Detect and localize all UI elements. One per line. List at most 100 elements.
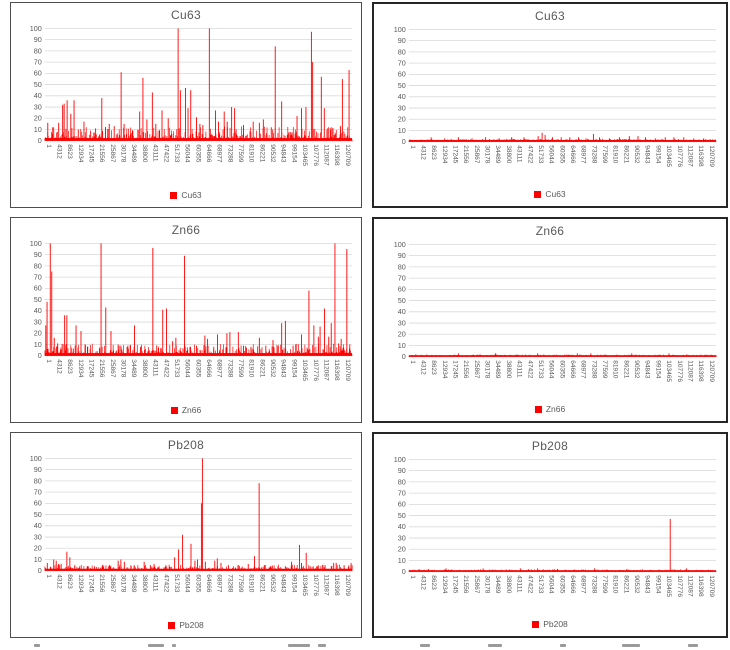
chart-plot-area: 0 10 20 30 40 50 60 70 80 90 100 1 4312 8623 12934 1724…	[378, 454, 722, 606]
svg-text:70: 70	[398, 274, 406, 283]
svg-text:86221: 86221	[258, 574, 265, 593]
svg-text:100: 100	[30, 454, 42, 463]
chart-plot-area: 0 10 20 30 40 50 60 70 80 90 100 1 4312 8623 12934 1724…	[378, 239, 722, 391]
svg-text:80: 80	[34, 261, 42, 270]
svg-text:1: 1	[45, 144, 52, 148]
svg-text:56044: 56044	[184, 144, 191, 163]
charts-row-1: Cu63 0 10 20 30 40 50 60 70 80 90 100 1 4312 8623 1293…	[10, 2, 728, 208]
svg-text:10: 10	[34, 555, 42, 564]
svg-text:64666: 64666	[569, 360, 576, 379]
chart-panel-cu63-left: Cu63 0 10 20 30 40 50 60 70 80 90 100 1 4312 8623 1293…	[10, 2, 362, 208]
svg-text:12934: 12934	[77, 574, 84, 593]
svg-text:20: 20	[34, 114, 42, 123]
svg-text:94843: 94843	[644, 145, 651, 164]
svg-text:50: 50	[398, 296, 406, 305]
svg-text:34489: 34489	[130, 574, 137, 593]
svg-text:30: 30	[398, 103, 406, 112]
svg-text:43111: 43111	[152, 359, 159, 377]
svg-text:1: 1	[409, 145, 416, 149]
svg-text:60: 60	[398, 70, 406, 79]
svg-text:51733: 51733	[173, 359, 180, 378]
svg-text:25867: 25867	[473, 145, 480, 164]
svg-text:40: 40	[34, 521, 42, 530]
svg-text:99154: 99154	[654, 360, 661, 379]
svg-text:21556: 21556	[98, 144, 105, 163]
svg-text:80: 80	[398, 477, 406, 486]
svg-text:43111: 43111	[516, 360, 523, 378]
svg-text:100: 100	[394, 25, 406, 34]
charts-row-3: Pb208 0 10 20 30 40 50 60 70 80 90 100 1 4312 8623 129…	[10, 432, 728, 638]
svg-text:34489: 34489	[130, 144, 137, 163]
svg-text:116398: 116398	[333, 144, 340, 166]
svg-text:90: 90	[398, 36, 406, 45]
svg-text:81910: 81910	[248, 574, 255, 593]
svg-text:120709: 120709	[708, 145, 715, 167]
svg-text:20: 20	[34, 544, 42, 553]
svg-text:112087: 112087	[322, 144, 329, 166]
svg-text:0: 0	[38, 351, 42, 360]
chart-legend: Pb208	[532, 619, 568, 629]
svg-text:81910: 81910	[248, 144, 255, 163]
svg-text:51733: 51733	[537, 575, 544, 594]
svg-text:0: 0	[402, 352, 406, 361]
svg-text:100: 100	[394, 240, 406, 249]
svg-text:86221: 86221	[258, 359, 265, 378]
svg-text:8623: 8623	[66, 574, 73, 589]
svg-text:8623: 8623	[66, 359, 73, 374]
legend-label: Cu63	[545, 189, 566, 199]
svg-text:94843: 94843	[280, 574, 287, 593]
svg-text:64666: 64666	[569, 145, 576, 164]
svg-text:30178: 30178	[120, 574, 127, 593]
svg-text:4312: 4312	[419, 360, 426, 375]
svg-text:56044: 56044	[548, 575, 555, 594]
svg-text:4312: 4312	[55, 359, 62, 374]
svg-text:64666: 64666	[205, 574, 212, 593]
svg-text:107776: 107776	[312, 574, 319, 596]
svg-text:60355: 60355	[558, 575, 565, 594]
svg-text:47422: 47422	[526, 575, 533, 594]
svg-text:80: 80	[34, 476, 42, 485]
svg-text:50: 50	[34, 295, 42, 304]
svg-text:38800: 38800	[141, 574, 148, 593]
svg-text:4312: 4312	[55, 144, 62, 159]
svg-text:80: 80	[398, 262, 406, 271]
svg-text:70: 70	[34, 273, 42, 282]
svg-text:20: 20	[34, 329, 42, 338]
svg-text:30: 30	[34, 317, 42, 326]
svg-text:99154: 99154	[290, 144, 297, 163]
legend-label: Zn66	[545, 404, 566, 414]
svg-text:21556: 21556	[462, 145, 469, 164]
legend-marker-icon	[170, 406, 178, 414]
chart-panel-pb208-right: Pb208 0 10 20 30 40 50 60 70 80 90 100 1 4312 8623 129…	[372, 432, 728, 638]
svg-text:90532: 90532	[269, 574, 276, 593]
legend-label: Pb208	[179, 620, 204, 630]
svg-text:17245: 17245	[88, 144, 95, 163]
svg-text:38800: 38800	[141, 359, 148, 378]
chart-title: Pb208	[167, 438, 205, 452]
svg-text:17245: 17245	[88, 574, 95, 593]
svg-text:60: 60	[398, 285, 406, 294]
legend-marker-icon	[168, 621, 176, 629]
svg-text:90: 90	[398, 251, 406, 260]
svg-text:77599: 77599	[237, 574, 244, 593]
svg-text:103465: 103465	[665, 360, 672, 382]
chart-legend: Zn66	[534, 404, 566, 414]
svg-text:90532: 90532	[633, 360, 640, 379]
svg-text:30: 30	[34, 102, 42, 111]
svg-text:51733: 51733	[173, 144, 180, 163]
svg-text:20: 20	[398, 330, 406, 339]
svg-text:60: 60	[398, 500, 406, 509]
svg-text:51733: 51733	[537, 360, 544, 379]
svg-text:120709: 120709	[708, 575, 715, 597]
chart-legend: Cu63	[534, 189, 566, 199]
svg-text:34489: 34489	[494, 145, 501, 164]
svg-text:77599: 77599	[601, 575, 608, 594]
svg-text:90532: 90532	[633, 145, 640, 164]
svg-text:70: 70	[398, 489, 406, 498]
svg-text:43111: 43111	[516, 145, 523, 163]
svg-text:99154: 99154	[290, 574, 297, 593]
svg-text:56044: 56044	[548, 145, 555, 164]
svg-text:60355: 60355	[558, 145, 565, 164]
chart-legend: Pb208	[168, 620, 204, 630]
svg-text:81910: 81910	[612, 360, 619, 379]
